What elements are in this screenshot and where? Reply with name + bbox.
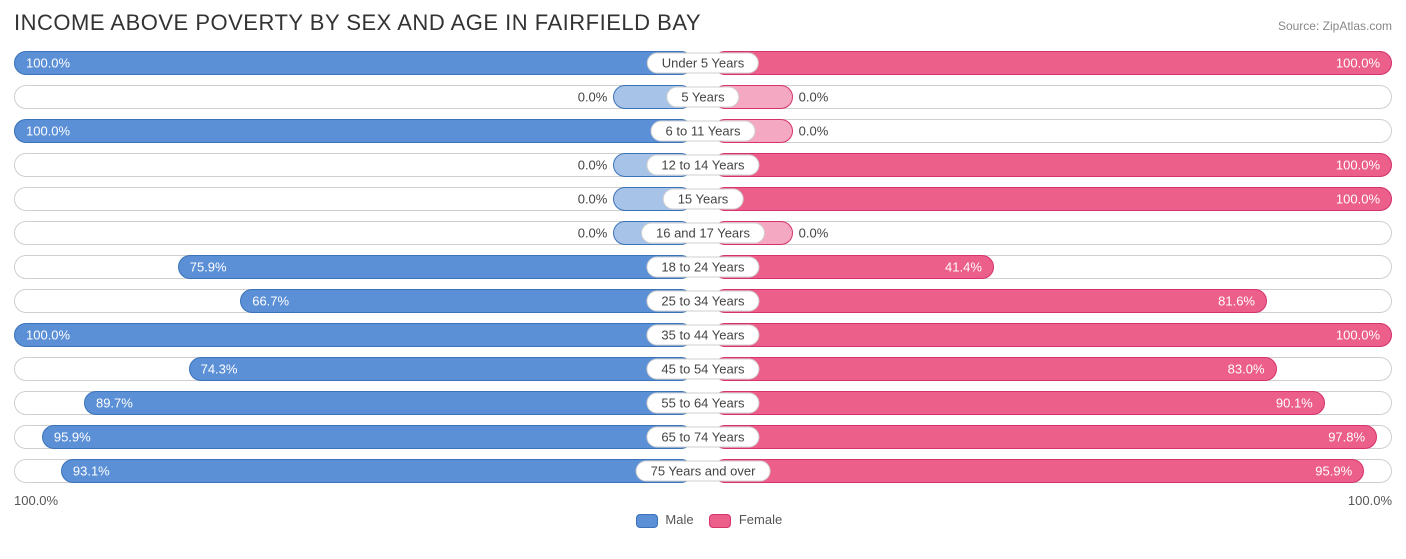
category-label: Under 5 Years bbox=[647, 53, 759, 74]
male-bar bbox=[42, 425, 694, 449]
male-bar bbox=[14, 119, 693, 143]
category-label: 35 to 44 Years bbox=[646, 325, 759, 346]
male-bar bbox=[14, 51, 693, 75]
female-bar bbox=[713, 289, 1267, 313]
category-label: 45 to 54 Years bbox=[646, 359, 759, 380]
chart-row: 89.7% 90.1% 55 to 64 Years bbox=[14, 391, 1392, 415]
chart-row: 95.9% 97.8% 65 to 74 Years bbox=[14, 425, 1392, 449]
female-value: 81.6% bbox=[1218, 294, 1255, 309]
chart-row: 0.0% 100.0% 12 to 14 Years bbox=[14, 153, 1392, 177]
category-label: 16 and 17 Years bbox=[641, 223, 765, 244]
male-value: 75.9% bbox=[190, 260, 227, 275]
male-bar bbox=[14, 323, 693, 347]
male-value: 93.1% bbox=[73, 464, 110, 479]
female-value: 100.0% bbox=[1336, 158, 1380, 173]
chart-row: 100.0% 100.0% Under 5 Years bbox=[14, 51, 1392, 75]
male-value: 95.9% bbox=[54, 430, 91, 445]
category-label: 18 to 24 Years bbox=[646, 257, 759, 278]
male-bar bbox=[178, 255, 694, 279]
chart-row: 93.1% 95.9% 75 Years and over bbox=[14, 459, 1392, 483]
category-label: 12 to 14 Years bbox=[646, 155, 759, 176]
legend-swatch-male bbox=[636, 514, 658, 528]
male-value: 74.3% bbox=[201, 362, 238, 377]
axis-left-label: 100.0% bbox=[14, 493, 58, 508]
chart-row: 0.0% 0.0% 16 and 17 Years bbox=[14, 221, 1392, 245]
chart-row: 75.9% 41.4% 18 to 24 Years bbox=[14, 255, 1392, 279]
female-value: 41.4% bbox=[945, 260, 982, 275]
female-value: 97.8% bbox=[1328, 430, 1365, 445]
female-value: 0.0% bbox=[799, 226, 829, 241]
male-value: 100.0% bbox=[26, 328, 70, 343]
male-value: 0.0% bbox=[578, 192, 608, 207]
category-label: 15 Years bbox=[663, 189, 744, 210]
chart-row: 0.0% 100.0% 15 Years bbox=[14, 187, 1392, 211]
male-bar bbox=[189, 357, 694, 381]
male-bar bbox=[61, 459, 693, 483]
female-value: 90.1% bbox=[1276, 396, 1313, 411]
x-axis: 100.0% 100.0% bbox=[14, 493, 1392, 508]
chart-row: 100.0% 100.0% 35 to 44 Years bbox=[14, 323, 1392, 347]
legend: Male Female bbox=[14, 512, 1392, 528]
female-bar bbox=[713, 357, 1277, 381]
legend-male-label: Male bbox=[665, 512, 693, 527]
male-bar bbox=[240, 289, 693, 313]
chart-source: Source: ZipAtlas.com bbox=[1278, 19, 1392, 33]
male-value: 0.0% bbox=[578, 90, 608, 105]
female-value: 100.0% bbox=[1336, 192, 1380, 207]
axis-right-label: 100.0% bbox=[1348, 493, 1392, 508]
chart-header: INCOME ABOVE POVERTY BY SEX AND AGE IN F… bbox=[14, 10, 1392, 36]
chart-row: 66.7% 81.6% 25 to 34 Years bbox=[14, 289, 1392, 313]
chart-row: 74.3% 83.0% 45 to 54 Years bbox=[14, 357, 1392, 381]
female-bar bbox=[713, 51, 1392, 75]
category-label: 55 to 64 Years bbox=[646, 393, 759, 414]
category-label: 6 to 11 Years bbox=[651, 121, 756, 142]
male-value: 66.7% bbox=[252, 294, 289, 309]
male-value: 0.0% bbox=[578, 226, 608, 241]
category-label: 65 to 74 Years bbox=[646, 427, 759, 448]
legend-female-label: Female bbox=[739, 512, 782, 527]
female-bar bbox=[713, 459, 1365, 483]
female-value: 0.0% bbox=[799, 90, 829, 105]
chart-title: INCOME ABOVE POVERTY BY SEX AND AGE IN F… bbox=[14, 10, 701, 36]
legend-swatch-female bbox=[709, 514, 731, 528]
female-value: 0.0% bbox=[799, 124, 829, 139]
female-value: 95.9% bbox=[1315, 464, 1352, 479]
chart-body: 100.0% 100.0% Under 5 Years 0.0% 0.0% 5 Years… bbox=[14, 51, 1392, 483]
male-value: 100.0% bbox=[26, 56, 70, 71]
female-value: 83.0% bbox=[1228, 362, 1265, 377]
chart-row: 100.0% 0.0% 6 to 11 Years bbox=[14, 119, 1392, 143]
female-value: 100.0% bbox=[1336, 328, 1380, 343]
female-bar bbox=[713, 391, 1325, 415]
female-value: 100.0% bbox=[1336, 56, 1380, 71]
male-value: 100.0% bbox=[26, 124, 70, 139]
chart-row: 0.0% 0.0% 5 Years bbox=[14, 85, 1392, 109]
male-value: 0.0% bbox=[578, 158, 608, 173]
female-bar bbox=[713, 323, 1392, 347]
category-label: 75 Years and over bbox=[636, 461, 771, 482]
male-value: 89.7% bbox=[96, 396, 133, 411]
male-bar bbox=[84, 391, 693, 415]
female-bar bbox=[713, 425, 1377, 449]
female-bar bbox=[713, 153, 1392, 177]
female-bar bbox=[713, 187, 1392, 211]
category-label: 25 to 34 Years bbox=[646, 291, 759, 312]
category-label: 5 Years bbox=[666, 87, 739, 108]
